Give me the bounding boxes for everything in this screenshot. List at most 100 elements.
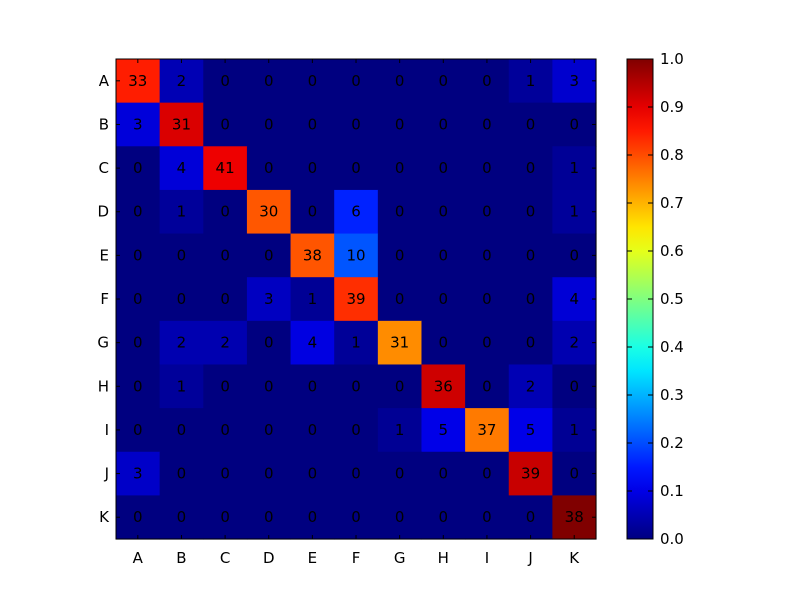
cell-value-label: 31 [172,115,191,133]
heatmap-cell [203,102,248,147]
heatmap-cell [377,146,422,191]
cell-value-label: 1 [177,203,187,221]
cell-value-label: 1 [177,377,187,395]
heatmap-cell [552,233,597,278]
heatmap-cell [421,59,466,104]
heatmap-cell [508,277,553,322]
cell-value-label: 0 [439,115,449,133]
y-tick-label: C [99,159,109,177]
cell-value-label: 0 [482,465,492,483]
cell-value-label: 0 [395,203,405,221]
cell-value-label: 0 [482,508,492,526]
x-tick-label: G [394,549,406,567]
heatmap-cell [203,277,248,322]
heatmap-cell [552,59,597,104]
heatmap-cell [508,451,553,496]
heatmap-cell [552,189,597,235]
heatmap-cell [203,59,248,104]
heatmap-cell [159,233,204,278]
heatmap-cell [465,320,510,365]
heatmap-cell [116,102,161,147]
cell-value-label: 0 [526,508,536,526]
cell-value-label: 0 [220,290,230,308]
heatmap-cell [465,451,510,496]
colorbar-tick-label: 0.8 [660,146,684,164]
heatmap-cell [334,495,379,540]
heatmap-cell [334,189,379,235]
y-tick-label: G [97,334,109,352]
cell-value-label: 3 [133,115,143,133]
heatmap-cell [465,408,510,453]
cell-value-label: 0 [177,290,187,308]
colorbar-tick-label: 0.5 [660,290,684,308]
cell-value-label: 0 [264,377,274,395]
cell-value-label: 10 [346,246,365,264]
cell-value-label: 3 [264,290,274,308]
cell-value-label: 0 [220,246,230,264]
heatmap-cell [377,364,422,409]
cell-value-label: 0 [220,465,230,483]
cell-value-label: 0 [351,421,361,439]
cell-value-label: 0 [308,115,318,133]
cell-value-label: 1 [569,203,579,221]
cell-value-label: 30 [259,203,278,221]
cell-value-label: 0 [308,203,318,221]
heatmap-cell [290,364,335,409]
x-tick-label: F [352,549,361,567]
cell-value-label: 0 [439,508,449,526]
heatmap-cell [465,364,510,409]
x-tick-label: C [220,549,230,567]
cell-value-label: 0 [395,115,405,133]
cell-value-label: 1 [351,334,361,352]
heatmap-cell [246,320,292,365]
heatmap-cell [159,102,204,147]
x-tick-label: I [485,549,489,567]
heatmap-cell [377,102,422,147]
y-tick-label: H [98,377,109,395]
heatmap-cell [203,495,248,540]
cell-value-label: 5 [439,421,449,439]
heatmap-cells [116,59,597,540]
cell-value-label: 0 [482,72,492,90]
heatmap-cell [334,320,379,365]
heatmap-cell [552,102,597,147]
cell-value-label: 0 [439,203,449,221]
cell-value-label: 0 [526,115,536,133]
heatmap-cell [334,102,379,147]
colorbar-tick-label: 0.2 [660,434,684,452]
heatmap-cell [508,364,553,409]
heatmap-cell [465,146,510,191]
heatmap-cell [203,233,248,278]
cell-value-label: 0 [395,290,405,308]
heatmap-cell [116,233,161,278]
cell-value-label: 0 [439,159,449,177]
heatmap-cell [377,59,422,104]
heatmap-cell [246,233,292,278]
cell-value-label: 0 [133,377,143,395]
heatmap-cell [290,320,335,365]
cell-value-label: 3 [569,72,579,90]
heatmap-cell [421,277,466,322]
cell-value-label: 0 [482,115,492,133]
cell-value-label: 0 [220,72,230,90]
heatmap-cell [246,277,292,322]
heatmap-cell [116,320,161,365]
cell-value-label: 0 [220,115,230,133]
heatmap-cell [203,146,248,191]
x-tick-label: D [263,549,275,567]
cell-value-label: 0 [351,465,361,483]
heatmap-cell [203,320,248,365]
cell-value-label: 0 [395,159,405,177]
cell-value-label: 0 [351,72,361,90]
colorbar-tick-label: 0.6 [660,242,684,260]
cell-value-label: 0 [264,465,274,483]
cell-value-label: 0 [133,290,143,308]
heatmap-cell [508,495,553,540]
cell-value-label: 2 [569,334,579,352]
heatmap-cell [421,364,466,409]
heatmap-cell [421,451,466,496]
cell-value-label: 37 [477,421,496,439]
cell-value-label: 0 [308,72,318,90]
y-tick-label: E [100,246,109,264]
